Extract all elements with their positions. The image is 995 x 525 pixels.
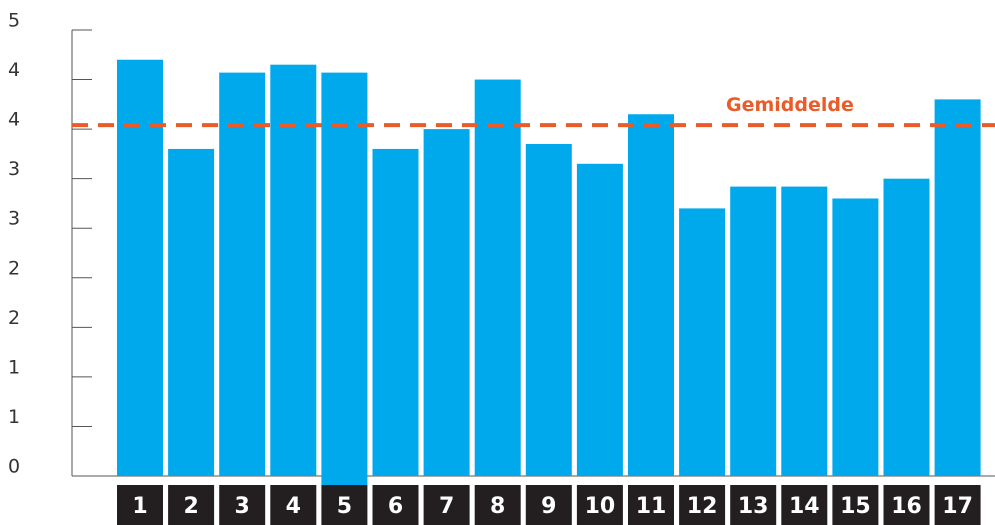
x-tick-label: 14	[789, 494, 820, 519]
x-tick-box	[934, 485, 981, 525]
x-tick-label: 13	[738, 494, 769, 519]
x-tick-box	[679, 485, 726, 525]
bar	[832, 198, 879, 476]
bar	[321, 72, 368, 477]
y-tick-label: 1	[8, 406, 20, 428]
bar-extension	[321, 475, 368, 485]
bar	[679, 208, 726, 476]
y-tick-label: 2	[8, 257, 20, 279]
bar	[474, 79, 521, 477]
y-tick-label: 4	[8, 109, 20, 131]
x-tick-box	[423, 485, 470, 525]
x-tick-label: 15	[840, 494, 871, 519]
y-tick-label: 5	[8, 10, 20, 32]
bar	[781, 186, 828, 476]
x-tick-box	[628, 485, 674, 525]
x-tick-label: 16	[891, 494, 922, 519]
x-tick-box	[321, 485, 368, 525]
x-tick-label: 9	[541, 494, 556, 519]
y-tick-label: 1	[8, 356, 20, 378]
y-tick-label: 0	[8, 456, 20, 478]
y-tick-label: 3	[8, 158, 20, 180]
x-axis-labels: 1 2 3 4 5 6 7 8 9 10 11 12 13 14 15 16 17	[117, 485, 981, 525]
x-tick-label: 2	[183, 494, 198, 519]
bar	[628, 114, 674, 476]
x-tick-label: 3	[235, 494, 250, 519]
x-tick-box	[168, 485, 215, 525]
x-tick-label: 11	[636, 494, 667, 519]
x-tick-label: 17	[942, 494, 973, 519]
x-tick-box	[474, 485, 521, 525]
x-tick-label: 6	[388, 494, 403, 519]
x-tick-label: 8	[490, 494, 505, 519]
bar	[270, 64, 317, 476]
x-tick-label: 1	[132, 494, 147, 519]
x-tick-box	[730, 485, 777, 525]
x-tick-label: 5	[337, 494, 352, 519]
bar	[423, 129, 470, 476]
x-tick-box	[576, 485, 623, 525]
x-tick-box	[883, 485, 930, 525]
x-tick-box	[781, 485, 828, 525]
bars	[117, 59, 981, 485]
bar	[219, 72, 266, 477]
bar	[372, 148, 419, 476]
mean-line-group: Gemiddelde	[72, 94, 995, 128]
x-tick-box	[525, 485, 572, 525]
x-tick-label: 7	[439, 494, 454, 519]
x-tick-box	[219, 485, 266, 525]
y-tick-label: 2	[8, 307, 20, 329]
x-tick-label: 12	[687, 494, 718, 519]
x-tick-box	[832, 485, 879, 525]
x-tick-box	[117, 485, 163, 525]
x-tick-label: 4	[286, 494, 301, 519]
mean-line-label: Gemiddelde	[726, 94, 854, 116]
bar	[525, 143, 572, 476]
x-tick-box	[270, 485, 317, 525]
bar	[168, 148, 215, 476]
bar	[730, 186, 777, 476]
x-tick-label: 10	[585, 494, 616, 519]
y-tick-label: 3	[8, 208, 20, 230]
x-tick-box	[372, 485, 419, 525]
bar	[576, 163, 623, 477]
y-tick-label: 4	[8, 59, 20, 81]
bar	[934, 99, 981, 476]
bar	[883, 178, 930, 476]
bar	[117, 59, 163, 476]
